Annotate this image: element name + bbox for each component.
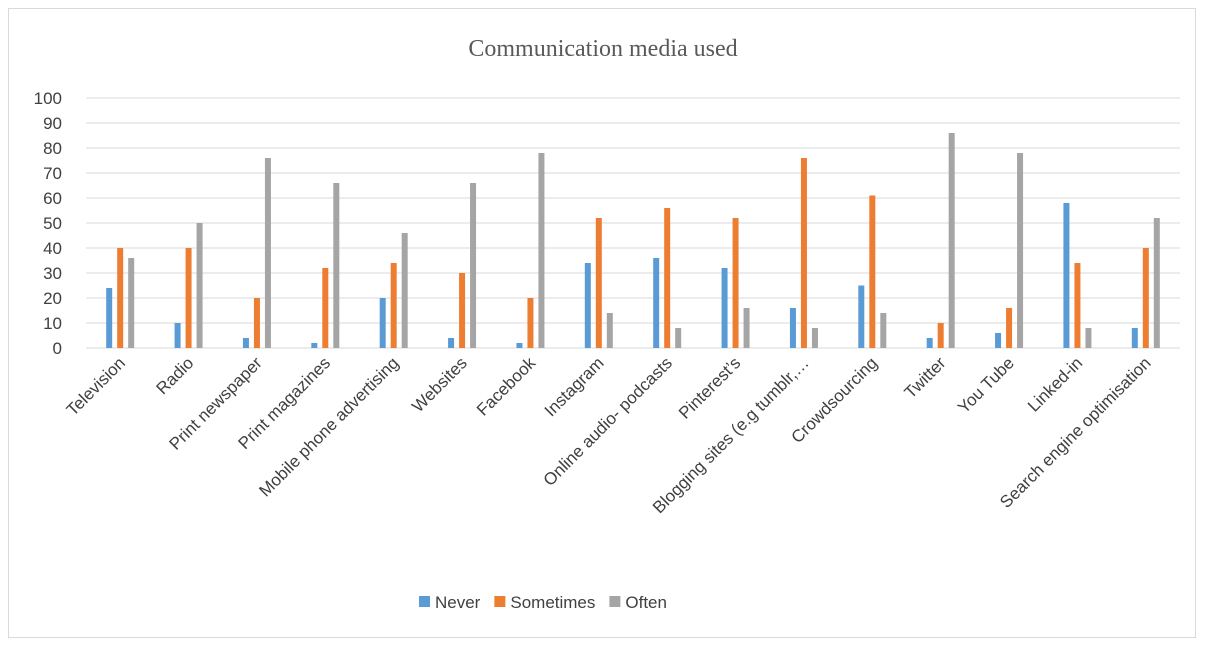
- y-tick-label: 10: [43, 314, 62, 333]
- bar-never-8: [653, 258, 660, 348]
- bar-never-5: [448, 338, 455, 348]
- bar-often-15: [1153, 218, 1160, 348]
- bar-often-7: [606, 313, 613, 348]
- legend-swatch-often: [609, 596, 621, 607]
- bar-never-1: [174, 323, 181, 348]
- bar-often-0: [128, 258, 135, 348]
- bar-often-1: [196, 223, 203, 348]
- y-tick-label: 60: [43, 189, 62, 208]
- bar-sometimes-9: [732, 218, 739, 348]
- bar-often-12: [948, 133, 955, 348]
- bar-never-2: [242, 338, 249, 348]
- bar-never-9: [721, 268, 728, 348]
- bar-sometimes-6: [527, 298, 534, 348]
- bar-sometimes-3: [322, 268, 329, 348]
- bar-often-6: [538, 153, 545, 348]
- bar-sometimes-0: [117, 248, 124, 348]
- bar-never-4: [379, 298, 386, 348]
- bar-often-11: [880, 313, 887, 348]
- y-tick-label: 100: [34, 89, 62, 108]
- bar-sometimes-7: [595, 218, 602, 348]
- x-category-label: You Tube: [954, 353, 1018, 417]
- bar-never-0: [106, 288, 113, 348]
- bar-never-12: [926, 338, 933, 348]
- y-tick-label: 0: [53, 339, 62, 358]
- bar-often-13: [1017, 153, 1024, 348]
- y-tick-label: 40: [43, 239, 62, 258]
- bar-often-5: [470, 183, 477, 348]
- y-tick-label: 50: [43, 214, 62, 233]
- x-category-label: Online audio- podcasts: [540, 353, 676, 489]
- bar-sometimes-8: [664, 208, 671, 348]
- x-category-label: Linked-in: [1024, 353, 1086, 415]
- x-category-label: Facebook: [473, 353, 540, 420]
- x-category-label: Pinterest’s: [675, 353, 744, 422]
- bar-often-4: [401, 233, 408, 348]
- bars: [106, 133, 1160, 348]
- x-category-label: Mobile phone advertising: [255, 353, 402, 500]
- bar-often-8: [675, 328, 682, 348]
- y-tick-label: 20: [43, 289, 62, 308]
- x-category-label: Radio: [153, 353, 198, 398]
- bar-sometimes-12: [937, 323, 944, 348]
- y-axis-tick-labels: 0 10 20 30 40 50 60 70 80 90 100: [34, 89, 62, 358]
- bar-never-14: [1063, 203, 1070, 348]
- y-tick-label: 80: [43, 139, 62, 158]
- legend-swatch-never: [419, 596, 430, 607]
- bar-often-9: [743, 308, 750, 348]
- x-category-label: Websites: [408, 353, 471, 416]
- y-tick-label: 30: [43, 264, 62, 283]
- x-category-label: Instagram: [541, 353, 608, 420]
- bar-never-7: [584, 263, 591, 348]
- bar-never-6: [516, 343, 523, 348]
- chart-title: Communication media used: [468, 36, 737, 62]
- y-tick-label: 90: [43, 114, 62, 133]
- bar-sometimes-13: [1006, 308, 1013, 348]
- bar-sometimes-1: [185, 248, 192, 348]
- bar-often-14: [1085, 328, 1092, 348]
- bar-never-3: [311, 343, 318, 348]
- legend-label-never: Never: [435, 593, 481, 612]
- bar-sometimes-11: [869, 195, 876, 348]
- legend-swatch-sometimes: [494, 596, 506, 607]
- bar-often-2: [264, 158, 271, 348]
- bar-never-10: [789, 308, 796, 348]
- legend-label-often: Often: [625, 593, 667, 612]
- bar-sometimes-15: [1142, 248, 1149, 348]
- bar-often-10: [811, 328, 818, 348]
- bar-sometimes-4: [390, 263, 397, 348]
- bar-sometimes-10: [800, 158, 807, 348]
- x-category-label: Television: [63, 353, 129, 419]
- bar-never-13: [995, 333, 1002, 348]
- bar-sometimes-2: [253, 298, 260, 348]
- legend-label-sometimes: Sometimes: [510, 593, 595, 612]
- gridlines: [86, 97, 1180, 349]
- x-category-label: Twitter: [901, 353, 950, 402]
- legend: Never Sometimes Often: [419, 593, 667, 612]
- bar-sometimes-14: [1074, 263, 1081, 348]
- bar-never-15: [1131, 328, 1138, 348]
- bar-sometimes-5: [459, 273, 466, 348]
- y-tick-label: 70: [43, 164, 62, 183]
- bar-often-3: [333, 183, 340, 348]
- bar-never-11: [858, 285, 865, 348]
